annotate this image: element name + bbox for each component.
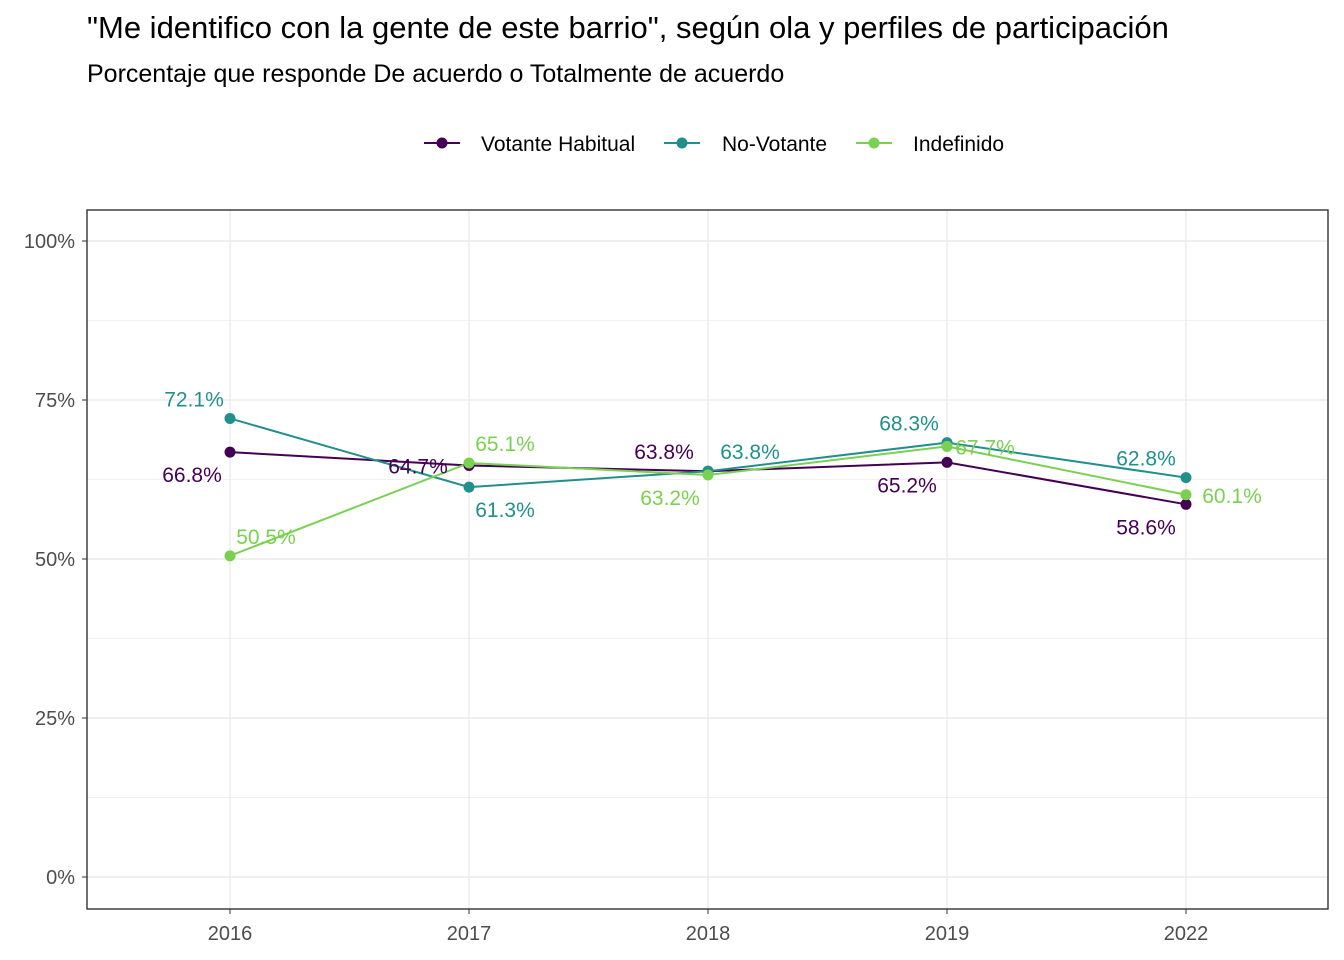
data-point — [1180, 489, 1192, 501]
data-label: 65.1% — [475, 433, 535, 456]
chart-subtitle: Porcentaje que responde De acuerdo o Tot… — [87, 60, 785, 88]
data-point — [702, 469, 714, 481]
x-tick-label: 2022 — [1164, 923, 1209, 945]
data-label: 62.8% — [1116, 448, 1176, 471]
data-label: 72.1% — [164, 388, 224, 411]
legend-key-point — [868, 137, 880, 149]
data-point — [941, 440, 953, 452]
data-label: 63.8% — [634, 441, 694, 464]
y-tick-label: 0% — [46, 867, 75, 889]
data-point — [224, 412, 236, 424]
data-label: 68.3% — [879, 413, 939, 436]
legend-label: Votante Habitual — [481, 133, 635, 156]
data-point — [224, 550, 236, 562]
data-label: 50.5% — [236, 526, 296, 549]
data-label: 64.7% — [388, 456, 448, 479]
data-label: 63.2% — [640, 487, 700, 510]
y-tick-label: 75% — [35, 390, 75, 412]
y-tick-label: 25% — [35, 708, 75, 730]
data-point — [941, 456, 953, 468]
data-label: 65.2% — [877, 474, 937, 497]
y-tick-label: 50% — [35, 549, 75, 571]
legend: Votante Habitual No-Votante Indefinido — [424, 133, 1004, 156]
data-label: 61.3% — [475, 499, 535, 522]
data-label: 63.8% — [720, 441, 780, 464]
x-tick-label: 2018 — [686, 923, 731, 945]
data-point — [1180, 498, 1192, 510]
legend-label: No-Votante — [722, 133, 827, 156]
data-label: 60.1% — [1202, 485, 1262, 508]
data-point — [463, 481, 475, 493]
data-point — [463, 457, 475, 469]
panel-border — [86, 209, 1329, 910]
x-tick-label: 2016 — [208, 923, 253, 945]
data-label: 67.7% — [955, 436, 1015, 459]
legend-label: Indefinido — [913, 133, 1004, 156]
data-label: 66.8% — [162, 464, 222, 487]
data-label: 58.6% — [1116, 516, 1176, 539]
chart-title: "Me identifico con la gente de este barr… — [87, 10, 1169, 45]
x-tick-label: 2019 — [925, 923, 970, 945]
x-tick-label: 2017 — [447, 923, 492, 945]
y-tick-label: 100% — [24, 231, 75, 253]
plot-panel: 0% 25% 50% 75% 100% 2016 2017 2018 2019 2022 66.8%… — [24, 209, 1329, 945]
legend-key-point — [436, 137, 448, 149]
legend-key-point — [676, 137, 688, 149]
data-point — [224, 446, 236, 458]
data-point — [1180, 472, 1192, 484]
